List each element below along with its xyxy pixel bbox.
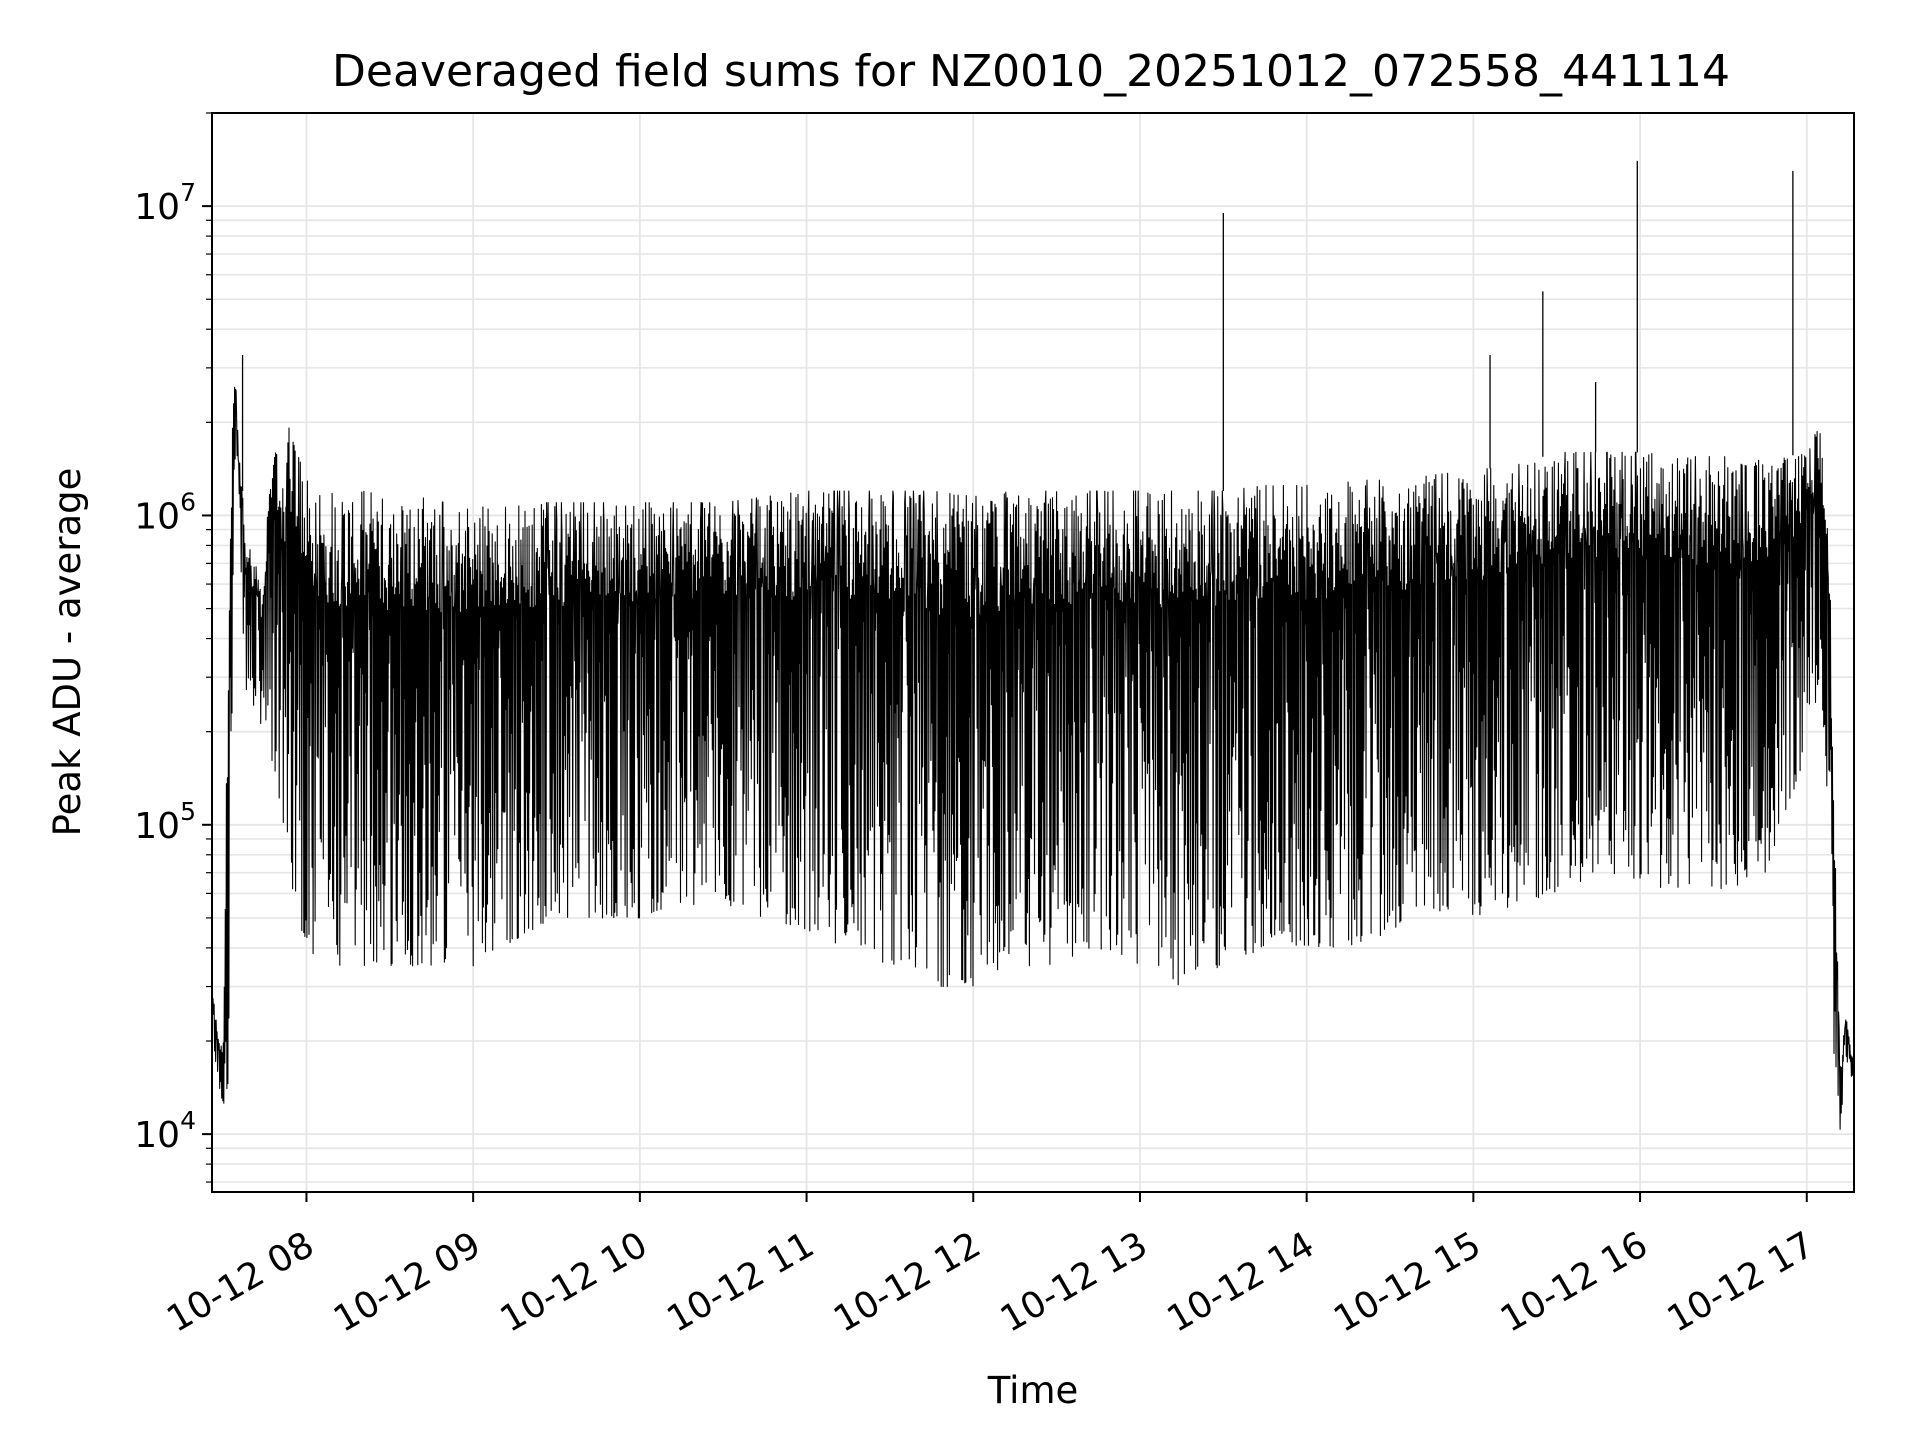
- series-line: [211, 386, 1855, 1130]
- series-layer: [211, 160, 1855, 1130]
- y-tick-label: 105: [134, 797, 196, 847]
- y-tick-label: 104: [134, 1106, 196, 1156]
- y-axis-label: Peak ADU - average: [46, 468, 89, 837]
- chart-title: Deaveraged field sums for NZ0010_2025101…: [332, 46, 1730, 97]
- plot-frame: [211, 112, 1855, 1193]
- y-tick-label: 107: [134, 178, 196, 228]
- y-tick-label: 106: [134, 487, 196, 537]
- x-axis-label: Time: [987, 1369, 1079, 1412]
- y-axis: 104 105 106 107: [134, 112, 212, 1183]
